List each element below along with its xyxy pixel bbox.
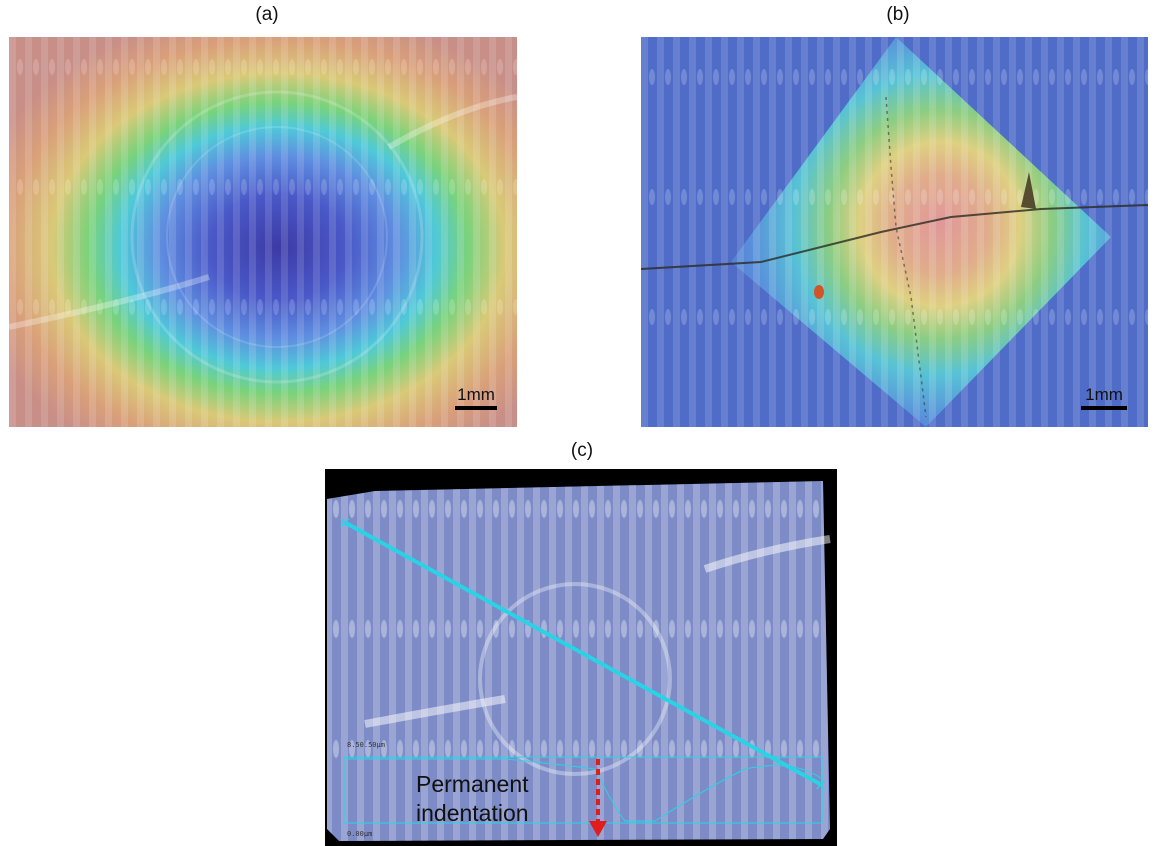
panel-a-scale-label: 1mm <box>457 385 495 404</box>
panel-b-scale-label: 1mm <box>1085 385 1123 404</box>
profile-box <box>343 756 823 824</box>
panel-b-scale-bar: 1mm <box>1081 386 1127 410</box>
panel-b-label: (b) <box>886 4 910 25</box>
depth-arrow-head <box>589 821 607 837</box>
profile-top-marker: 8.50.50µm <box>347 741 385 749</box>
panel-a-scale-bar: 1mm <box>455 386 497 410</box>
svg-text:×: × <box>814 775 827 794</box>
panel-b-image <box>641 37 1148 427</box>
panel-c-label: (c) <box>570 440 594 461</box>
measurement-line <box>343 520 821 786</box>
annotation-indentation: indentation <box>416 800 529 826</box>
annotation-permanent: Permanent <box>416 771 529 797</box>
profile-curve <box>345 758 823 822</box>
panel-c-image: × × <box>325 469 837 846</box>
panel-a-label: (a) <box>255 4 279 25</box>
panel-a-scale-line <box>455 406 497 410</box>
profile-bottom-marker: 0.00µm <box>347 830 373 838</box>
panel-b-scale-line <box>1081 406 1127 410</box>
panel-a-image <box>9 37 517 427</box>
svg-text:×: × <box>338 513 351 532</box>
